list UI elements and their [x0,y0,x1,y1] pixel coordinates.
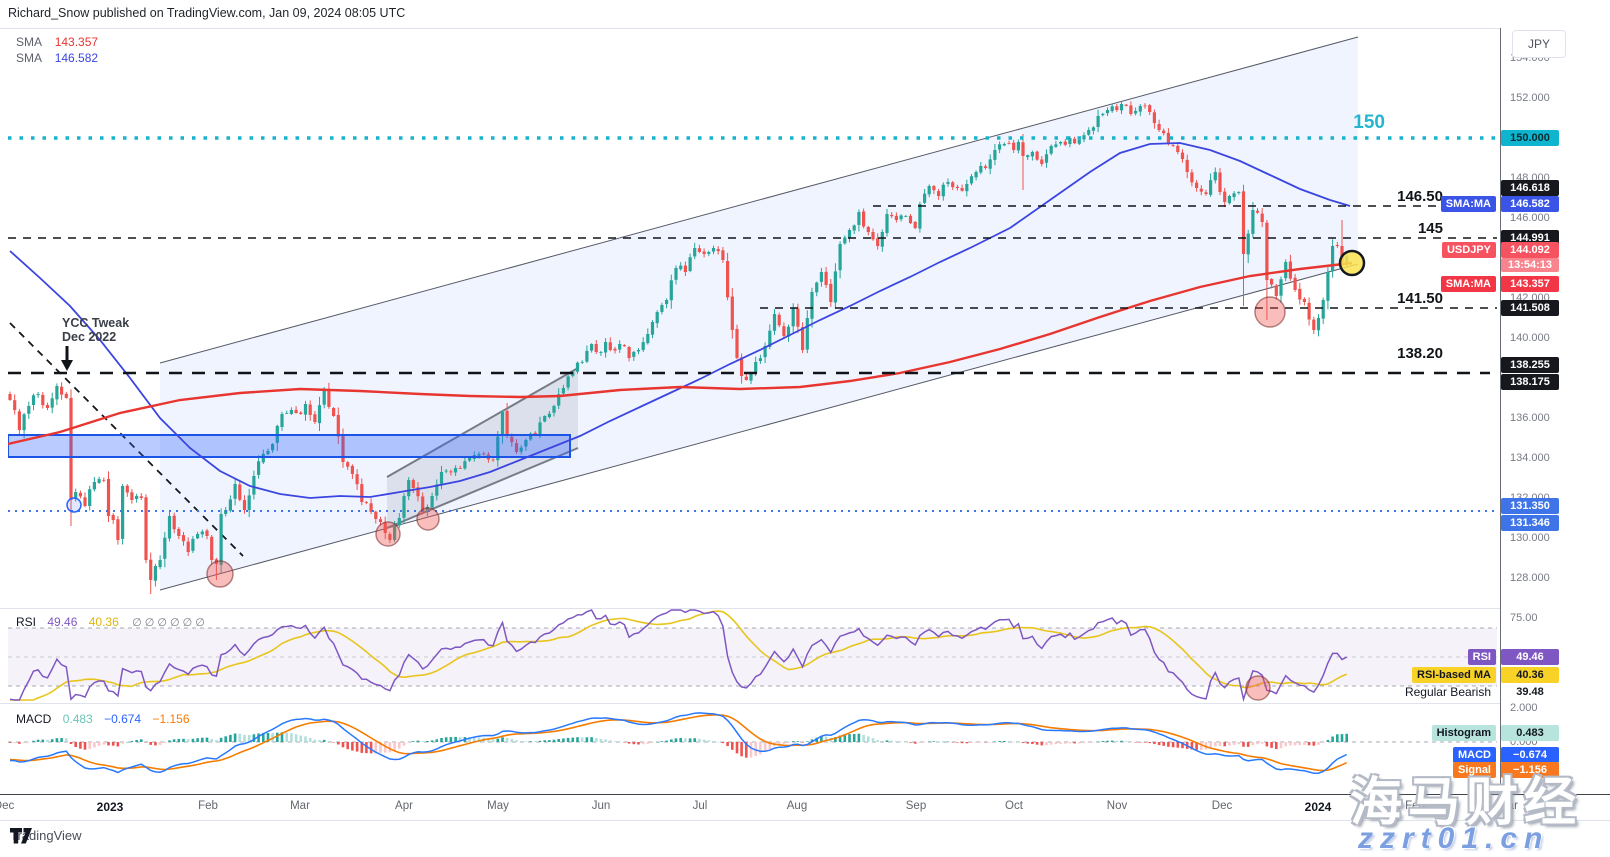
macd-label: MACD [16,712,52,726]
price-tick: 75.00 [1510,612,1538,624]
price-label-138255: 138.255 [1501,357,1559,373]
legend-macd[interactable]: MACD 0.483 −0.674 −1.156 [16,712,190,726]
month-label-apr: Apr [395,800,413,812]
month-label-feb: Feb [198,800,218,812]
level-text-146-50: 146.50 [1397,188,1443,205]
price-label-4036: 40.36 [1501,667,1559,683]
month-label-jun: Jun [591,800,611,812]
price-label-150000: 150.000 [1501,130,1559,146]
month-label-mar: Mar [290,800,310,812]
price-tick: 134.000 [1510,452,1550,464]
price-label-146582: 146.582 [1501,196,1559,212]
macd-hist-value: 0.483 [62,712,93,726]
price-tick: 128.000 [1510,572,1550,584]
month-label-dec: Dec [1211,800,1233,812]
price-label-131346: 131.346 [1501,515,1559,531]
axis-badge-sma-ma: SMA:MA [1440,196,1496,212]
month-label-feb: Feb [1405,800,1425,812]
currency-toggle-button[interactable]: JPY [1512,30,1566,58]
watermark-url: zzrt01.cn [1358,822,1550,855]
time-axis-line [0,794,1610,795]
ycc-line1: YCC Tweak [62,316,130,330]
price-label-1156: −1.156 [1501,762,1559,778]
sma-slow-label: SMA [16,51,42,65]
axis-badge-macd: MACD [1453,747,1496,763]
pane-divider-rsi[interactable] [0,608,1610,609]
price-tick: 140.000 [1510,332,1550,344]
footer-divider [0,820,1610,821]
sma-fast-value: 143.357 [54,35,99,49]
pane-divider-macd[interactable] [0,703,1610,704]
macd-line-value: −0.674 [104,712,142,726]
watermark-cn: 海马财经 [1350,773,1583,833]
rsi-ma-value: 40.36 [88,615,119,629]
level-text-150: 150 [1353,112,1385,133]
sma-slow-value: 146.582 [54,51,99,65]
price-tick: 152.000 [1510,92,1550,104]
axis-badge-histogram: Histogram [1431,725,1496,741]
month-label-2024: 2024 [1304,800,1332,814]
header-divider [0,28,1610,29]
macd-signal-value: −1.156 [152,712,190,726]
price-label-143357: 143.357 [1501,276,1559,292]
axis-badge-rsi: RSI [1467,649,1496,665]
rsi-value: 49.46 [47,615,78,629]
sma-fast-label: SMA [16,35,42,49]
month-label-aug: Aug [786,800,808,812]
price-label-0674: −0.674 [1501,747,1559,763]
price-tick: 130.000 [1510,532,1550,544]
legend-sma-fast[interactable]: SMA 143.357 [16,35,98,49]
month-label-dec: Dec [0,800,15,812]
price-label-135413: 13:54:13 [1501,258,1559,272]
price-axis-border [1500,28,1501,794]
ycc-line2: Dec 2022 [62,330,117,344]
axis-badge-usdjpy: USDJPY [1441,242,1496,258]
month-label-may: May [487,800,509,812]
tradingview-footer[interactable]: TradingView [10,828,82,844]
rsi-empty-params: ∅ ∅ ∅ ∅ ∅ ∅ [132,617,205,629]
price-axis[interactable] [1500,28,1610,794]
price-label-4946: 49.46 [1501,649,1559,665]
level-text-138-20: 138.20 [1397,345,1443,362]
legend-rsi[interactable]: RSI 49.46 40.36 ∅ ∅ ∅ ∅ ∅ ∅ [16,615,205,629]
level-text-145: 145 [1417,220,1443,237]
month-label-nov: Nov [1106,800,1128,812]
price-tick: 2.000 [1510,702,1538,714]
legend-sma-slow[interactable]: SMA 146.582 [16,51,98,65]
axis-badge-regular-bearish: Regular Bearish [1404,685,1491,699]
price-label-144092: 144.092 [1501,242,1559,258]
ycc-annotation: YCC Tweak Dec 2022 [62,316,129,344]
price-tick: 136.000 [1510,412,1550,424]
month-label-mar: Mar [1498,800,1518,812]
rsi-label: RSI [16,615,37,629]
price-label-3948: 39.48 [1501,684,1559,700]
month-label-sep: Sep [905,800,927,812]
price-label-141508: 141.508 [1501,300,1559,316]
month-label-jul: Jul [692,800,708,812]
month-label-2023: 2023 [96,800,124,814]
publish-header: Richard_Snow published on TradingView.co… [8,6,406,20]
axis-badge-signal: Signal [1452,762,1496,778]
level-text-141-50: 141.50 [1397,290,1443,307]
price-tick: 146.000 [1510,212,1550,224]
price-label-146618: 146.618 [1501,180,1559,196]
tradingview-logo-icon [10,828,32,844]
axis-badge-sma-ma: SMA:MA [1440,276,1496,292]
price-label-131350: 131.350 [1501,498,1559,514]
axis-badge-rsi-based-ma: RSI-based MA [1412,667,1496,683]
price-label-138175: 138.175 [1501,374,1559,390]
price-label-0483: 0.483 [1501,725,1559,741]
month-label-oct: Oct [1005,800,1023,812]
